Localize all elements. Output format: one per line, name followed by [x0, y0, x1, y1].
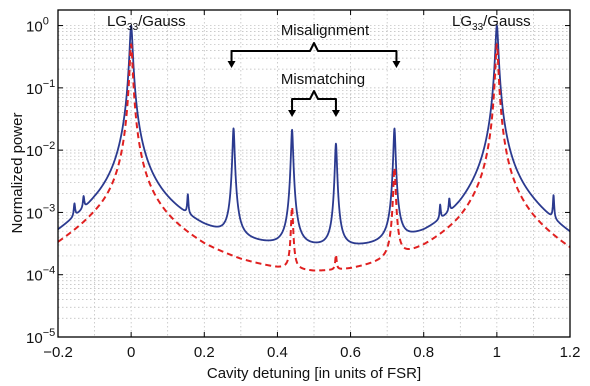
- plot-series: [57, 24, 571, 272]
- x-axis-title: Cavity detuning [in units of FSR]: [207, 365, 421, 382]
- x-tick-label: 0.6: [340, 344, 361, 361]
- x-tick-label: 1.2: [560, 344, 581, 361]
- y-tick-labels: 100 10−1 10−2 10−3 10−4 10−5: [26, 16, 55, 347]
- x-tick-label: 1: [493, 344, 501, 361]
- left-peak-label: LG33/Gauss: [107, 13, 186, 33]
- right-peak-label: LG33/Gauss: [452, 13, 531, 33]
- x-tick-label: 0.8: [413, 344, 434, 361]
- y-tick-label: 10−3: [26, 202, 55, 222]
- grid-lines: [58, 10, 570, 337]
- arrow-head: [288, 110, 297, 117]
- y-tick-label: 10−5: [26, 327, 55, 347]
- series-line-solid: [57, 24, 571, 245]
- mismatching-brace: [288, 90, 340, 117]
- mismatching-label: Mismatching: [281, 71, 365, 88]
- brace-path: [230, 42, 398, 56]
- misalignment-brace: [227, 42, 401, 68]
- arrow-head: [331, 110, 340, 117]
- y-tick-label: 10−2: [26, 140, 55, 160]
- plot-frame: [57, 9, 571, 338]
- series-line-dashed: [57, 43, 571, 272]
- x-tick-labels: −0.2 0 0.2 0.4 0.6 0.8 1 1.2: [43, 344, 580, 361]
- y-axis-title: Normalized power: [9, 113, 26, 234]
- arrow-head: [392, 61, 401, 68]
- axis-ticks: [57, 10, 571, 338]
- brace-path: [291, 90, 337, 104]
- arrow-head: [227, 61, 236, 68]
- misalignment-label: Misalignment: [281, 22, 370, 39]
- x-tick-label: 0.2: [194, 344, 215, 361]
- x-tick-label: 0: [127, 344, 135, 361]
- y-tick-label: 10−4: [26, 265, 55, 285]
- x-tick-label: −0.2: [43, 344, 73, 361]
- x-tick-label: 0.4: [267, 344, 288, 361]
- y-tick-label: 10−1: [26, 78, 55, 98]
- y-tick-label: 100: [26, 16, 49, 36]
